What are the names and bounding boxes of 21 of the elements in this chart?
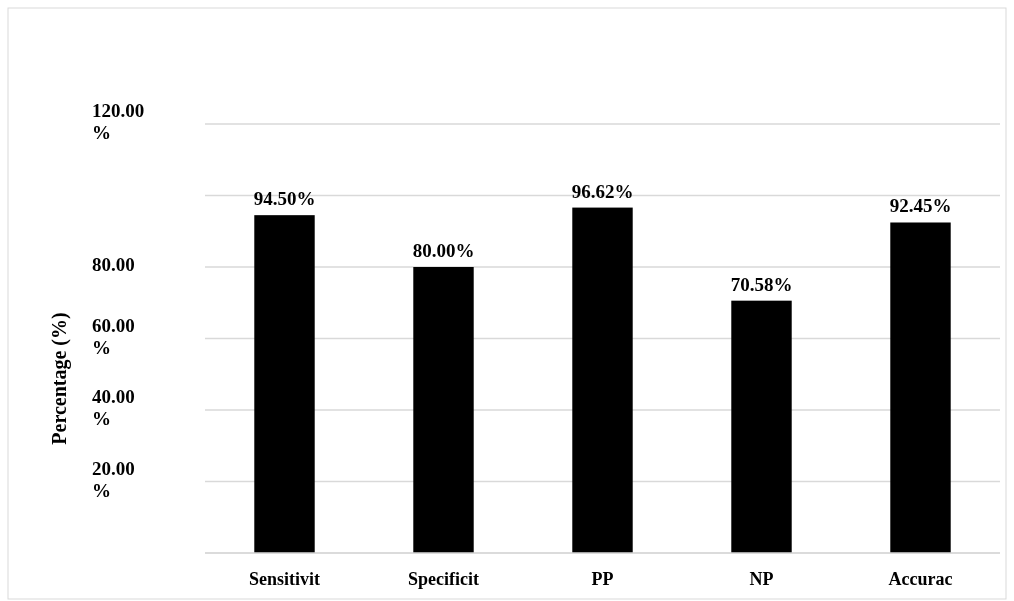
y-tick-label: 80.00 [92,254,135,276]
bar [731,300,792,553]
data-label: 80.00% [412,240,475,261]
data-label: 94.50% [253,188,316,210]
y-tick-label: 120.00 % [92,100,145,144]
bar [413,267,474,553]
x-tick-label: Accurac [888,569,953,589]
bar [890,222,951,553]
y-tick-label: 20.00 % [92,457,135,501]
data-label: 70.58% [730,273,793,295]
x-tick-label: NP [749,569,774,589]
bar [572,207,633,553]
data-label: 92.45% [889,195,952,217]
y-axis-title: Percentage (%) [48,312,71,445]
x-tick-label: Sensitivit [248,569,321,589]
data-label: 96.62% [571,180,634,202]
x-tick-label: PP [591,569,614,589]
y-tick-label: 40.00 % [92,386,135,430]
bar [254,215,315,553]
x-tick-label: Specificit [408,569,479,589]
y-tick-label: 60.00 % [92,314,135,358]
